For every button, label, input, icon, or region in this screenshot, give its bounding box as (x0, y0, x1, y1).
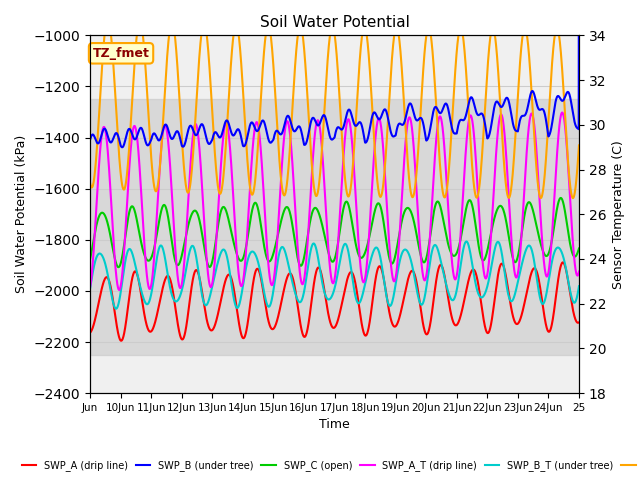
Title: Soil Water Potential: Soil Water Potential (260, 15, 410, 30)
Y-axis label: Soil Water Potential (kPa): Soil Water Potential (kPa) (15, 135, 28, 293)
X-axis label: Time: Time (319, 419, 350, 432)
Y-axis label: Sensor Temperature (C): Sensor Temperature (C) (612, 140, 625, 288)
Legend: SWP_A (drip line), SWP_B (under tree), SWP_C (open), SWP_A_T (drip line), SWP_B_: SWP_A (drip line), SWP_B (under tree), S… (18, 456, 640, 475)
Text: TZ_fmet: TZ_fmet (93, 47, 150, 60)
Bar (90, 99, 579, 355)
